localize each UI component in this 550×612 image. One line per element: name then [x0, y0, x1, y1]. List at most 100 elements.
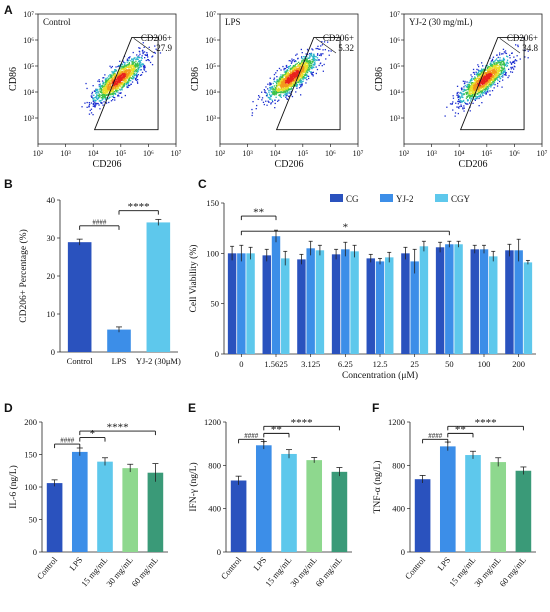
flow-point [492, 65, 494, 67]
flow-point [106, 89, 108, 91]
flow-point [103, 96, 105, 98]
flow-point [322, 53, 324, 55]
flow-point [130, 65, 132, 68]
flow-point [488, 76, 490, 78]
flow-point [483, 78, 485, 80]
flow-point [277, 85, 279, 87]
flow-point [483, 83, 485, 85]
flow-point [494, 84, 496, 86]
x-tick-label: 200 [512, 359, 525, 369]
flow-point [488, 71, 490, 74]
flow-point [482, 90, 484, 92]
flow-point [104, 87, 106, 89]
flow-point [490, 60, 493, 62]
flow-point [94, 102, 96, 104]
flow-point [126, 76, 129, 78]
flow-point [498, 66, 501, 68]
flow-point [299, 79, 302, 81]
flow-point [103, 88, 105, 90]
x-tick-label: 10⁶ [143, 149, 154, 158]
flow-point [109, 85, 112, 87]
flow-point [312, 75, 314, 77]
flow-point [504, 71, 506, 73]
bar [306, 460, 323, 552]
flow-point [136, 54, 138, 56]
flow-point [483, 70, 485, 72]
flow-point [517, 44, 519, 46]
flow-point [489, 90, 491, 92]
flow-point [484, 88, 486, 90]
flow-point [503, 59, 506, 61]
flow-point [497, 56, 499, 59]
flow-point [137, 64, 139, 67]
flow-point [110, 100, 113, 102]
flow-point [105, 77, 107, 79]
flow-point [506, 55, 508, 57]
flow-point [281, 82, 283, 84]
flow-point [277, 80, 279, 82]
flow-point [283, 69, 285, 71]
flow-point [304, 66, 306, 69]
flow-point [124, 80, 127, 82]
flow-point [318, 48, 320, 50]
flow-point [146, 52, 148, 54]
flow-point [112, 86, 114, 89]
flow-point [105, 92, 107, 94]
flow-point [97, 96, 100, 98]
flow-point [483, 80, 485, 82]
flow-title: Control [43, 17, 71, 27]
y-tick-label: 0 [33, 547, 37, 557]
flow-point [469, 90, 471, 92]
flow-point [117, 91, 119, 93]
flow-point [311, 73, 313, 76]
bar [281, 258, 290, 354]
flow-point [491, 79, 493, 82]
flow-point [269, 77, 271, 79]
bar [297, 259, 306, 354]
flow-point [104, 79, 107, 82]
flow-point [484, 90, 486, 93]
flow-point [497, 76, 499, 78]
flow-point [92, 103, 94, 105]
flow-point [95, 99, 97, 101]
flow-point [275, 92, 277, 95]
flow-point [275, 96, 277, 98]
flow-point [493, 76, 495, 78]
flow-point [299, 73, 301, 76]
flow-point [473, 89, 475, 91]
flow-point [135, 60, 137, 62]
flow-point [276, 70, 278, 72]
flow-point [483, 79, 485, 81]
flow-point [469, 110, 471, 112]
flow-point [307, 53, 309, 56]
x-tick-label: 10⁷ [171, 149, 182, 158]
flow-point [296, 84, 298, 86]
flow-point [118, 85, 120, 87]
flow-point [140, 64, 142, 66]
flow-point [469, 92, 471, 94]
flow-point [141, 55, 143, 57]
y-axis-label: CD86 [190, 67, 201, 91]
flow-point [501, 60, 503, 63]
flow-point [272, 82, 274, 85]
flow-point [476, 74, 478, 76]
flow-point [478, 74, 480, 76]
flow-point [483, 72, 485, 74]
flow-point [278, 84, 280, 87]
y-tick-label: 200 [24, 417, 37, 427]
flow-point [117, 94, 119, 96]
flow-point [109, 75, 111, 77]
flow-point [493, 80, 495, 83]
flow-point [485, 86, 487, 88]
flow-point [474, 83, 476, 85]
flow-point [285, 75, 288, 77]
flow-point [116, 76, 119, 79]
flow-point [474, 73, 476, 75]
flow-point [275, 89, 277, 91]
y-tick-label: 10⁶ [389, 36, 400, 45]
flow-point [451, 103, 453, 105]
flow-point [311, 59, 313, 61]
flow-point [102, 92, 105, 94]
flow-point [475, 87, 477, 90]
flow-point [251, 114, 253, 117]
